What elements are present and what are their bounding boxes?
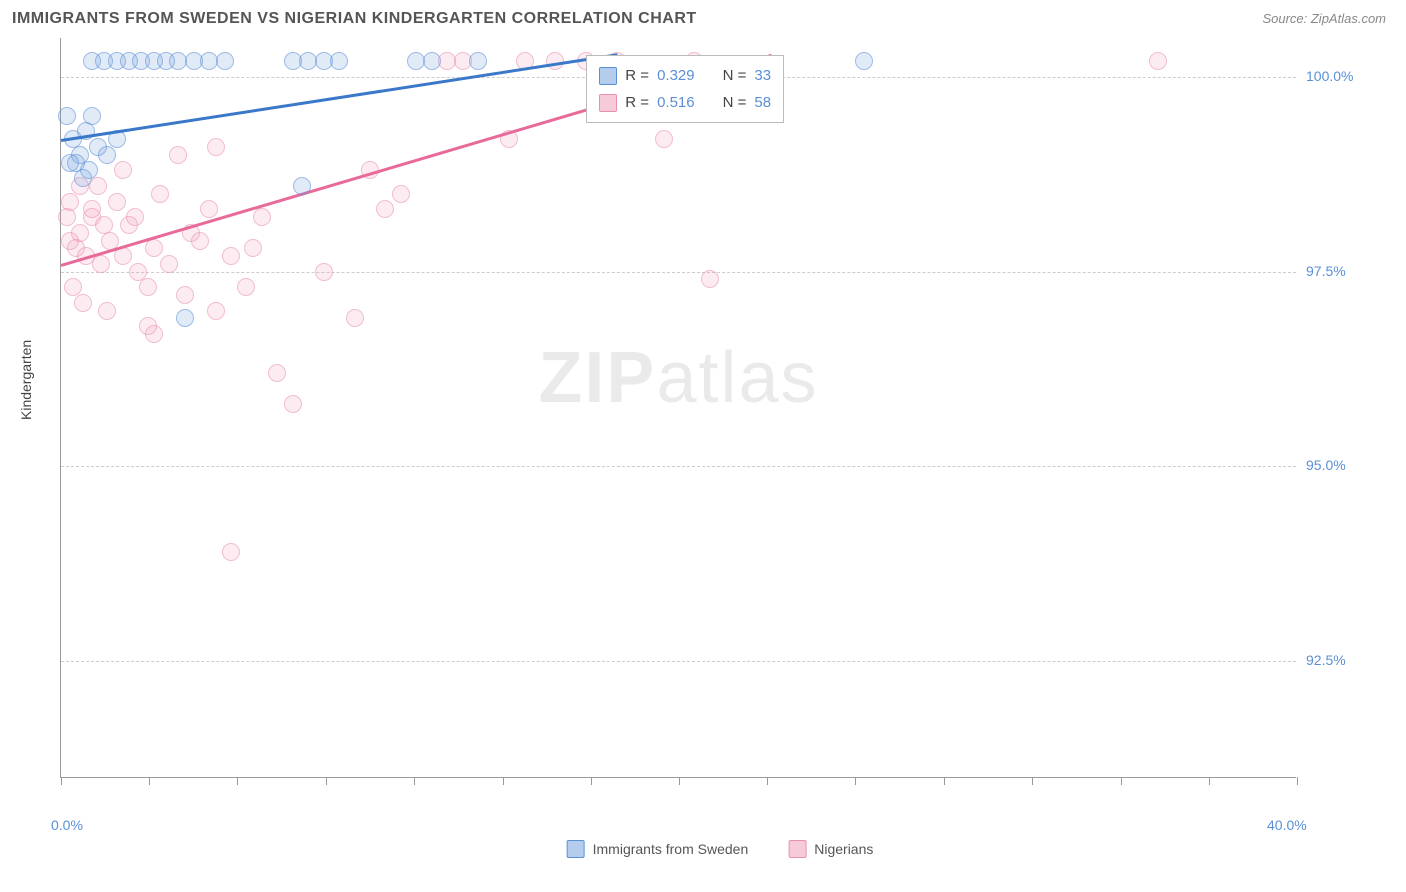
corr-swatch-pink [599,94,617,112]
data-point-pink [268,364,286,382]
data-point-pink [392,185,410,203]
data-point-blue [293,177,311,195]
data-point-pink [98,302,116,320]
x-tick-label-right: 40.0% [1267,817,1307,833]
data-point-pink [92,255,110,273]
gridline-h [61,272,1296,273]
legend-swatch-blue [567,840,585,858]
data-point-pink [160,255,178,273]
data-point-blue [423,52,441,70]
gridline-h [61,661,1296,662]
x-tick [855,777,856,785]
data-point-pink [89,177,107,195]
data-point-pink [253,208,271,226]
data-point-pink [61,193,79,211]
data-point-pink [95,216,113,234]
data-point-pink [244,239,262,257]
y-axis-label: Kindergarten [18,340,34,420]
data-point-pink [108,193,126,211]
x-tick [149,777,150,785]
x-tick [61,777,62,785]
x-tick [1121,777,1122,785]
corr-n-value: 58 [754,89,771,116]
data-point-pink [151,185,169,203]
corr-r-value: 0.329 [657,62,695,89]
data-point-pink [376,200,394,218]
data-point-blue [80,161,98,179]
data-point-pink [222,543,240,561]
data-point-pink [346,309,364,327]
gridline-h [61,466,1296,467]
data-point-pink [701,270,719,288]
data-point-pink [145,239,163,257]
data-point-pink [207,138,225,156]
corr-r-label: R = [625,62,649,89]
data-point-pink [176,286,194,304]
chart-container: ZIPatlas 92.5%95.0%97.5%100.0%0.0%40.0%R… [60,38,1380,798]
correlation-legend: R = 0.329 N = 33 R = 0.516 N = 58 [586,55,784,123]
data-point-pink [207,302,225,320]
data-point-pink [139,317,157,335]
data-point-pink [222,247,240,265]
data-point-blue [855,52,873,70]
corr-row-blue: R = 0.329 N = 33 [599,62,771,89]
data-point-pink [58,208,76,226]
corr-r-label: R = [625,89,649,116]
data-point-blue [216,52,234,70]
data-point-pink [655,130,673,148]
bottom-legend: Immigrants from Sweden Nigerians [567,840,874,858]
data-point-blue [176,309,194,327]
data-point-blue [61,154,79,172]
corr-r-value: 0.516 [657,89,695,116]
y-tick-label: 100.0% [1306,68,1366,84]
data-point-pink [74,294,92,312]
corr-n-label: N = [723,62,747,89]
data-point-blue [58,107,76,125]
x-tick [1032,777,1033,785]
legend-label-sweden: Immigrants from Sweden [593,841,749,857]
data-point-pink [284,395,302,413]
corr-n-label: N = [723,89,747,116]
data-point-pink [71,224,89,242]
legend-item-nigerians: Nigerians [788,840,873,858]
data-point-pink [83,200,101,218]
x-tick-label-left: 0.0% [51,817,83,833]
y-tick-label: 95.0% [1306,457,1366,473]
data-point-pink [169,146,187,164]
watermark: ZIPatlas [538,337,818,419]
x-tick [1209,777,1210,785]
legend-item-sweden: Immigrants from Sweden [567,840,749,858]
y-tick-label: 97.5% [1306,263,1366,279]
x-tick [944,777,945,785]
data-point-pink [237,278,255,296]
x-tick [503,777,504,785]
x-tick [591,777,592,785]
x-tick [767,777,768,785]
x-tick [414,777,415,785]
x-tick [326,777,327,785]
plot-area: ZIPatlas 92.5%95.0%97.5%100.0%0.0%40.0%R… [60,38,1296,778]
data-point-pink [126,208,144,226]
data-point-blue [83,107,101,125]
legend-label-nigerians: Nigerians [814,841,873,857]
data-point-blue [98,146,116,164]
x-tick [1297,777,1298,785]
chart-source: Source: ZipAtlas.com [1262,11,1386,26]
corr-swatch-blue [599,67,617,85]
chart-title: IMMIGRANTS FROM SWEDEN VS NIGERIAN KINDE… [12,10,697,28]
corr-n-value: 33 [754,62,771,89]
x-tick [679,777,680,785]
data-point-pink [200,200,218,218]
corr-row-pink: R = 0.516 N = 58 [599,89,771,116]
data-point-pink [1149,52,1167,70]
legend-swatch-pink [788,840,806,858]
data-point-pink [315,263,333,281]
data-point-pink [139,278,157,296]
y-tick-label: 92.5% [1306,652,1366,668]
data-point-pink [114,161,132,179]
data-point-blue [330,52,348,70]
x-tick [237,777,238,785]
chart-header: IMMIGRANTS FROM SWEDEN VS NIGERIAN KINDE… [0,0,1406,34]
data-point-blue [469,52,487,70]
